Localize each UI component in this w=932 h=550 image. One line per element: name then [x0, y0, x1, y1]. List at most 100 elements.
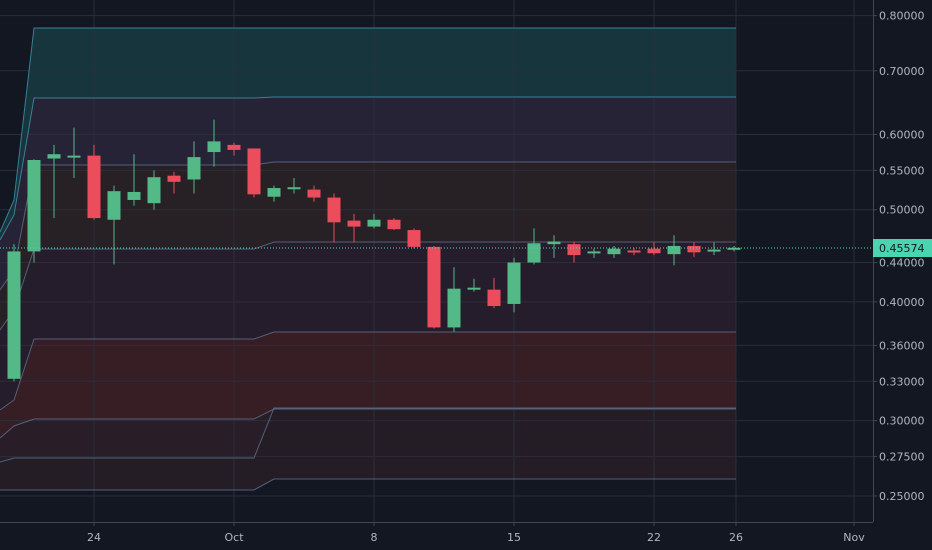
candle-down [627, 247, 641, 256]
price-axis-background [873, 0, 932, 550]
candle-body [67, 155, 81, 158]
fib-band-zone [0, 332, 736, 438]
candle-up [107, 185, 121, 265]
price-tick-label: 0.36000 [879, 339, 925, 352]
candle-up [667, 235, 681, 266]
candle-up [147, 170, 161, 210]
fib-band-zone [0, 242, 736, 410]
time-tick-label: 22 [647, 531, 661, 544]
candle-body [447, 288, 461, 328]
time-axis-background [0, 522, 932, 550]
candle-down [407, 228, 421, 249]
last-price-badge-label: 0.45574 [879, 242, 925, 255]
candle-body [687, 245, 701, 253]
candle-up [27, 159, 41, 263]
candle-body [127, 191, 141, 200]
candle-body [707, 249, 721, 252]
time-tick-label: 8 [371, 531, 378, 544]
candle-up [67, 127, 81, 178]
candle-up [367, 213, 381, 229]
fib-band-line [0, 407, 736, 463]
candle-body [247, 148, 261, 195]
price-tick-label: 0.50000 [879, 204, 925, 217]
candle-body [327, 197, 341, 223]
candle-down [247, 148, 261, 198]
candle-body [567, 244, 581, 256]
candle-body [227, 144, 241, 150]
candle-body [147, 177, 161, 204]
candle-up [7, 244, 21, 382]
candle-down [487, 277, 501, 309]
candle-up [127, 154, 141, 206]
candle-body [527, 243, 541, 263]
time-tick-label: 24 [87, 531, 101, 544]
last-price-badge [873, 239, 932, 258]
candle-body [167, 175, 181, 182]
price-tick-label: 0.44000 [879, 257, 925, 270]
price-tick-label: 0.55000 [879, 164, 925, 177]
candle-body [727, 247, 741, 250]
price-tick-label: 0.80000 [879, 10, 925, 23]
time-axis[interactable]: 24 Oct 8 15 22 26 Nov [0, 522, 932, 550]
candle-down [687, 242, 701, 257]
candle-down [307, 185, 321, 202]
candle-body [307, 189, 321, 198]
candle-body [487, 289, 501, 307]
candle-down [167, 171, 181, 194]
candle-body [547, 241, 561, 245]
fib-band-line [0, 478, 736, 491]
candle-body [187, 157, 201, 180]
fib-band-line [0, 96, 736, 241]
candle-up [287, 177, 301, 194]
candle-body [107, 191, 121, 220]
candle-body [207, 141, 221, 153]
fib-band-zone [0, 408, 736, 462]
candle-body [427, 246, 441, 328]
time-tick-label: Nov [843, 531, 865, 544]
candle-body [267, 188, 281, 197]
fib-band-zone [0, 162, 736, 330]
candle-body [7, 251, 21, 379]
price-tick-label: 0.27500 [879, 451, 925, 464]
candle-up [47, 144, 61, 219]
candle-up [587, 248, 601, 258]
price-axis[interactable]: 0.80000 0.70000 0.60000 0.55000 0.50000 0.440… [873, 0, 932, 550]
candle-body [507, 262, 521, 304]
price-tick-label: 0.40000 [879, 296, 925, 309]
fib-band-line [0, 408, 736, 439]
candle-up [467, 278, 481, 292]
candle-body [47, 154, 61, 159]
candle-up [727, 245, 741, 252]
candle-body [647, 248, 661, 254]
price-tick-label: 0.33000 [879, 375, 925, 388]
candle-up [707, 242, 721, 256]
candle-up [207, 119, 221, 167]
time-tick-label: 15 [507, 531, 521, 544]
candle-body [287, 187, 301, 190]
candle-down [347, 213, 361, 243]
candle-body [587, 251, 601, 254]
candle-up [607, 245, 621, 258]
candle-down [647, 242, 661, 256]
candle-body [607, 248, 621, 255]
price-tick-label: 0.70000 [879, 65, 925, 78]
candle-down [427, 245, 441, 329]
candle-up [187, 141, 201, 194]
candle-up [507, 257, 521, 313]
candle-body [27, 160, 41, 252]
candle-body [87, 155, 101, 219]
fib-band-zone [0, 28, 736, 240]
candle-down [327, 193, 341, 243]
candle-down [87, 144, 101, 220]
price-tick-label: 0.25000 [879, 490, 925, 503]
candle-body [387, 219, 401, 230]
candle-down [227, 142, 241, 156]
candle-body [347, 220, 361, 227]
candle-up [447, 267, 461, 332]
time-tick-label: 26 [729, 531, 743, 544]
candle-down [567, 241, 581, 263]
fib-band-zone [0, 408, 736, 490]
